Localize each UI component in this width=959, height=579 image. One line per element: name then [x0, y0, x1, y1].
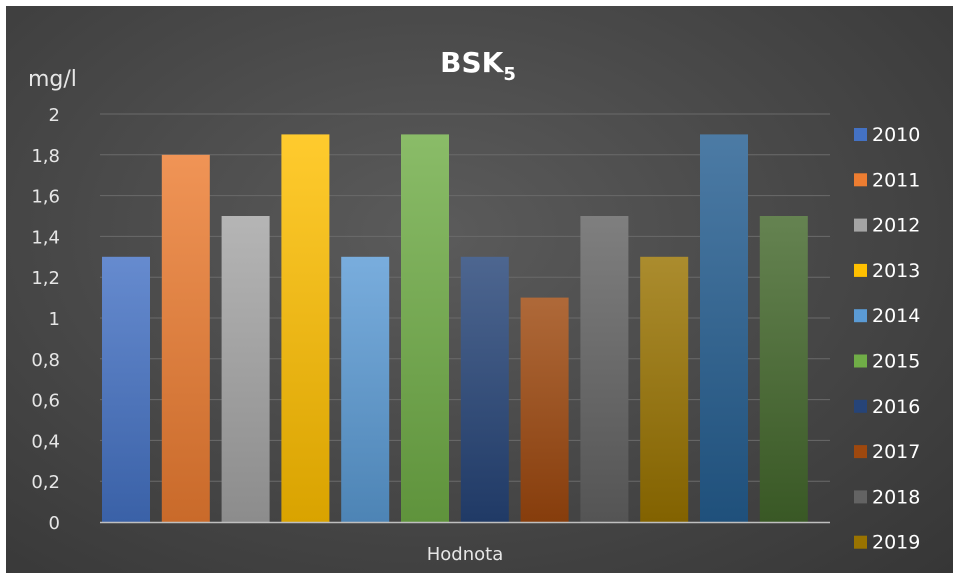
- legend: 2010 2011 2012 2013 2014 2015 2016 2017 2018 2019: [854, 124, 920, 554]
- chart-title-subscript: 5: [503, 64, 516, 85]
- bar-series-12: [759, 216, 808, 522]
- y-tick-label: 0,6: [31, 391, 60, 412]
- legend-label: 2019: [872, 532, 920, 554]
- y-tick-label: 2: [49, 105, 60, 126]
- legend-label: 2015: [872, 351, 920, 373]
- chart-title-main: BSK: [440, 46, 505, 79]
- legend-label: 2016: [872, 396, 920, 418]
- legend-label: 2014: [872, 305, 920, 327]
- bar-2010: [102, 256, 150, 522]
- legend-label: 2010: [872, 124, 920, 146]
- legend-swatch: [854, 263, 867, 277]
- y-tick-label: 1,8: [31, 146, 60, 167]
- bar-series-11: [700, 134, 748, 522]
- bar-2019: [640, 256, 689, 522]
- bar-2017: [520, 297, 569, 522]
- y-tick-label: 0,8: [31, 350, 60, 371]
- y-tick-label: 1,4: [31, 227, 60, 248]
- bars: [102, 134, 808, 523]
- legend-swatch: [854, 535, 867, 549]
- legend-swatch: [854, 490, 867, 504]
- y-tick-label: 1,6: [31, 187, 60, 208]
- legend-swatch: [854, 309, 867, 323]
- chart-area: 0 0,2 0,4 0,6 0,8 1 1,2 1,4 1,6 1,8 2 Hodnota 2010 2…: [6, 6, 953, 573]
- legend-swatch: [854, 173, 867, 187]
- legend-swatch: [854, 445, 867, 459]
- axes: 0 0,2 0,4 0,6 0,8 1 1,2 1,4 1,6 1,8 2 Hodnota: [31, 105, 830, 565]
- y-tick-label: 1: [49, 309, 60, 330]
- legend-label: 2013: [872, 260, 920, 282]
- bar-2013: [281, 134, 330, 522]
- legend-swatch: [854, 399, 867, 413]
- legend-label: 2012: [872, 215, 920, 237]
- chart-title: BSK5: [440, 46, 516, 85]
- legend-label: 2011: [872, 169, 920, 191]
- bar-2015: [401, 134, 449, 522]
- bar-2012: [221, 216, 270, 522]
- y-axis-label: mg/l: [28, 67, 77, 92]
- bar-2018: [580, 216, 629, 522]
- legend-label: 2018: [872, 486, 920, 508]
- x-tick-label: Hodnota: [427, 544, 503, 565]
- y-tick-label: 1,2: [31, 268, 60, 289]
- legend-label: 2017: [872, 441, 920, 463]
- bar-2011: [161, 154, 210, 523]
- legend-swatch: [854, 354, 867, 368]
- legend-swatch: [854, 218, 867, 232]
- bar-2016: [460, 256, 509, 522]
- y-tick-label: 0,2: [31, 472, 60, 493]
- y-tick-label: 0,4: [31, 431, 60, 452]
- legend-swatch: [854, 128, 867, 141]
- y-tick-label: 0: [49, 513, 60, 534]
- bar-2014: [341, 256, 390, 522]
